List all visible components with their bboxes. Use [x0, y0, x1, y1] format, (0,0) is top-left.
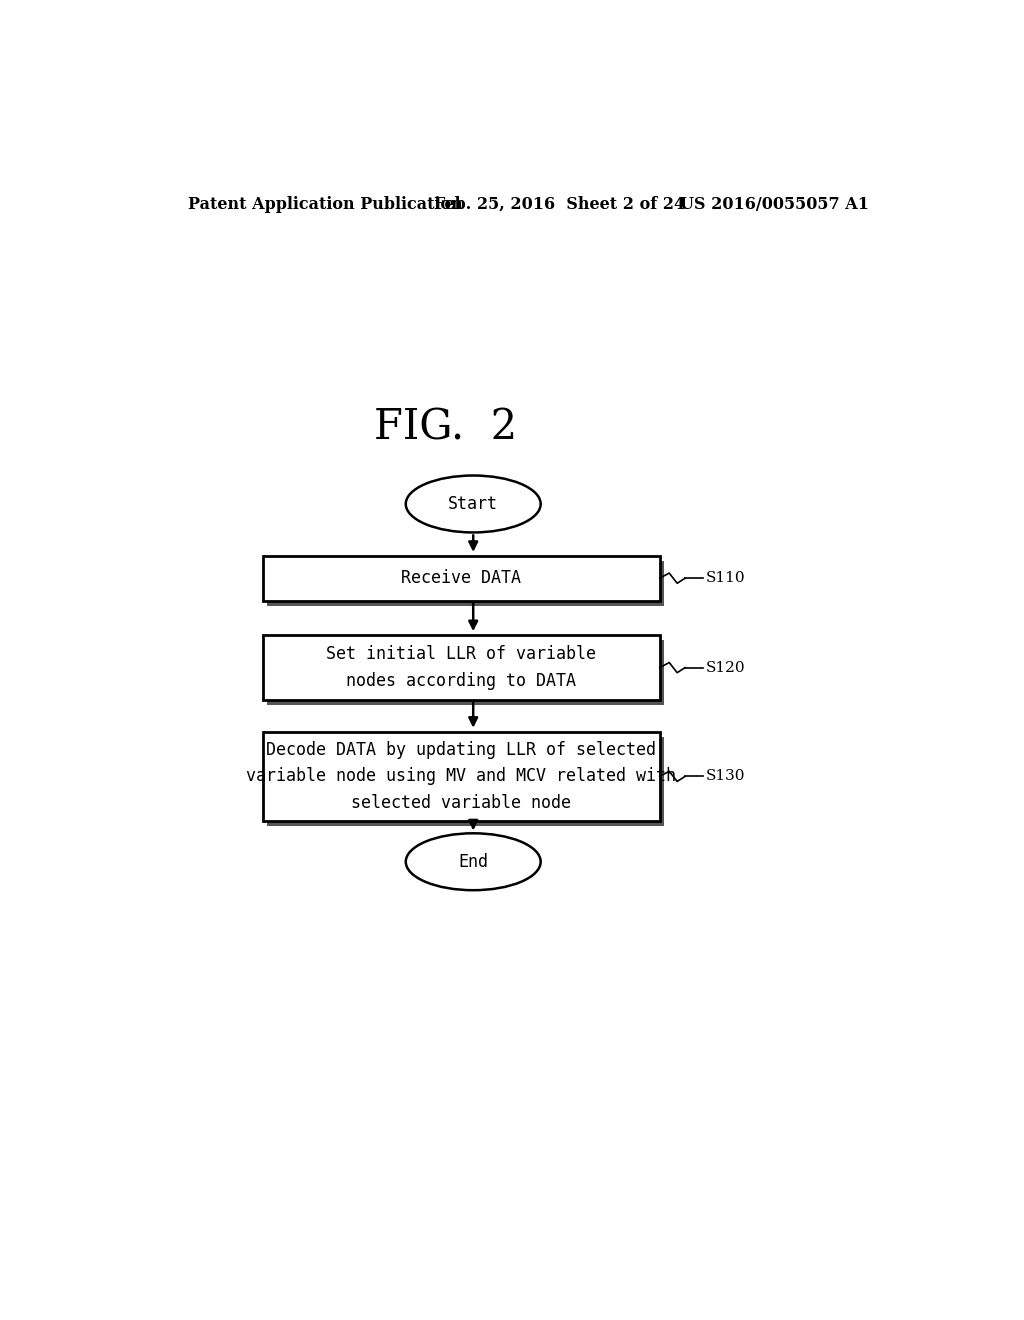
Ellipse shape — [406, 475, 541, 532]
Ellipse shape — [406, 833, 541, 890]
Text: S110: S110 — [706, 572, 745, 585]
FancyBboxPatch shape — [267, 640, 664, 705]
FancyBboxPatch shape — [267, 737, 664, 826]
Text: US 2016/0055057 A1: US 2016/0055057 A1 — [680, 195, 868, 213]
Text: Patent Application Publication: Patent Application Publication — [187, 195, 462, 213]
Text: FIG.  2: FIG. 2 — [374, 407, 517, 449]
Text: Feb. 25, 2016  Sheet 2 of 24: Feb. 25, 2016 Sheet 2 of 24 — [433, 195, 685, 213]
Text: Start: Start — [449, 495, 499, 513]
Text: End: End — [458, 853, 488, 871]
Text: Set initial LLR of variable
nodes according to DATA: Set initial LLR of variable nodes accord… — [327, 645, 596, 690]
Text: S130: S130 — [706, 770, 745, 783]
FancyBboxPatch shape — [263, 635, 659, 700]
FancyBboxPatch shape — [267, 561, 664, 606]
FancyBboxPatch shape — [263, 731, 659, 821]
Text: S120: S120 — [706, 660, 745, 675]
Text: Decode DATA by updating LLR of selected
variable node using MV and MCV related w: Decode DATA by updating LLR of selected … — [247, 741, 676, 812]
FancyBboxPatch shape — [263, 556, 659, 601]
Text: Receive DATA: Receive DATA — [401, 569, 521, 587]
